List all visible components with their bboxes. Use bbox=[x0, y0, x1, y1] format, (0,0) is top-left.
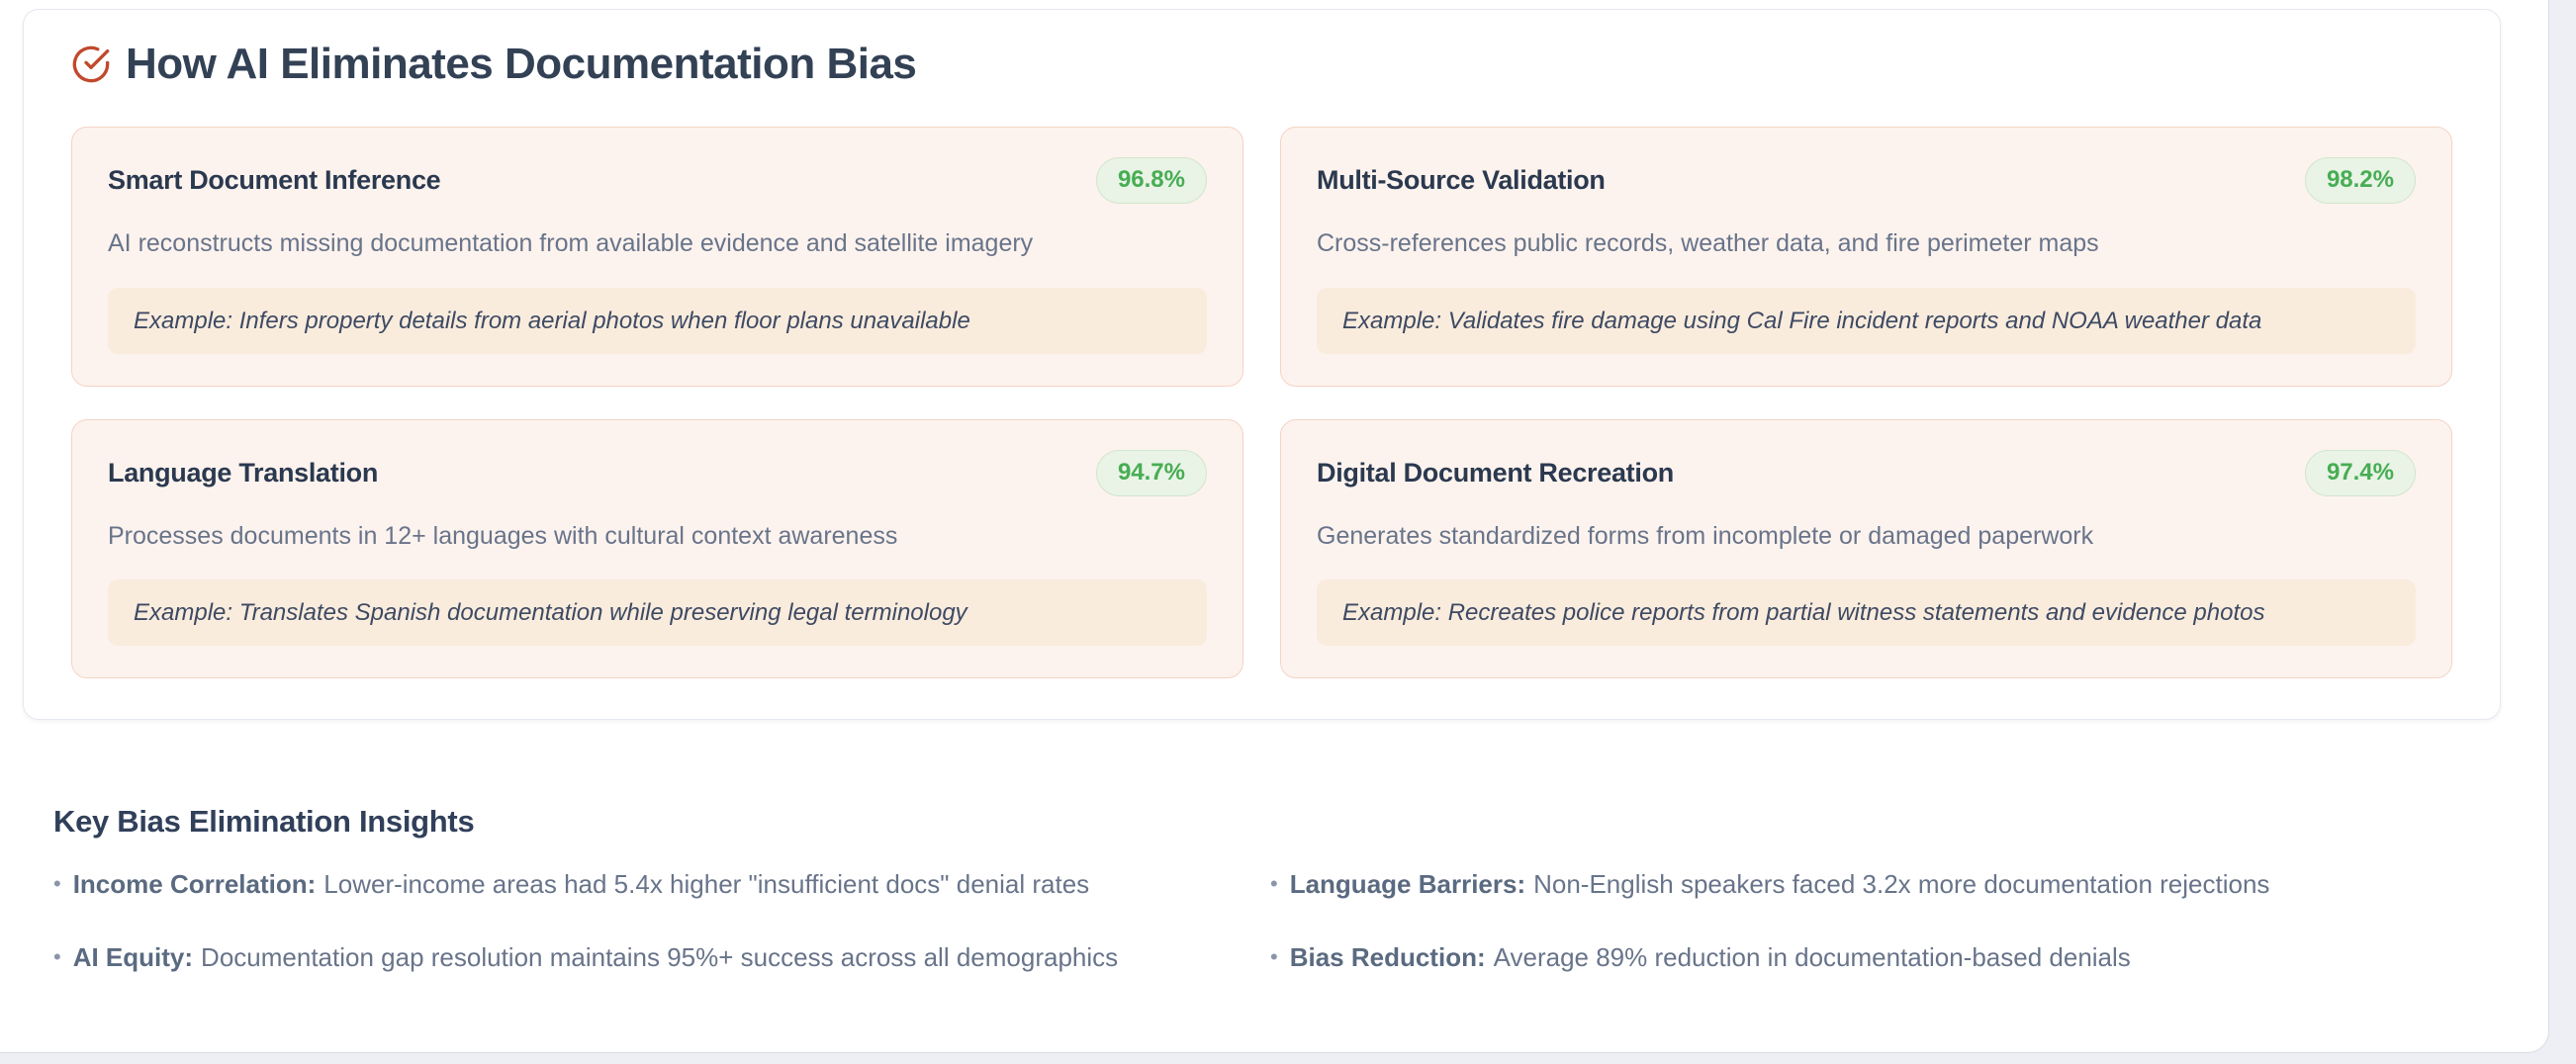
insight-label: Income Correlation: bbox=[72, 869, 317, 899]
feature-card-header: Digital Document Recreation 97.4% bbox=[1317, 449, 2416, 496]
insight-label: Language Barriers: bbox=[1289, 869, 1526, 899]
insight-label: Bias Reduction: bbox=[1289, 941, 1486, 972]
feature-description: AI reconstructs missing documentation fr… bbox=[108, 228, 1034, 257]
feature-example: Example: Translates Spanish documentatio… bbox=[108, 579, 1207, 647]
bullet-icon: • bbox=[1270, 943, 1278, 969]
key-insights-section: Key Bias Elimination Insights • Income Co… bbox=[53, 804, 2487, 975]
feature-description: Processes documents in 12+ languages wit… bbox=[108, 521, 898, 550]
feature-description: Cross-references public records, weather… bbox=[1317, 228, 2099, 257]
bullet-icon: • bbox=[53, 943, 61, 969]
bullet-icon: • bbox=[1270, 871, 1278, 896]
feature-grid: Smart Document Inference 96.8% AI recons… bbox=[71, 127, 2452, 679]
feature-title: Multi-Source Validation bbox=[1317, 164, 1606, 195]
insight-text: Documentation gap resolution maintains 9… bbox=[201, 941, 1119, 972]
content-panel: How AI Eliminates Documentation Bias Sma… bbox=[0, 0, 2549, 1053]
insight-text: Non-English speakers faced 3.2x more doc… bbox=[1533, 869, 2270, 899]
feature-example: Example: Infers property details from ae… bbox=[108, 287, 1207, 354]
feature-card-multi-source-validation: Multi-Source Validation 98.2% Cross-refe… bbox=[1280, 127, 2452, 387]
accuracy-badge: 94.7% bbox=[1095, 449, 1207, 496]
feature-card-smart-document-inference: Smart Document Inference 96.8% AI recons… bbox=[71, 127, 1243, 387]
feature-title: Smart Document Inference bbox=[108, 164, 441, 195]
ai-documentation-bias-card: How AI Eliminates Documentation Bias Sma… bbox=[23, 9, 2501, 720]
insight-text: Lower-income areas had 5.4x higher "insu… bbox=[323, 869, 1090, 899]
accuracy-badge: 97.4% bbox=[2304, 449, 2416, 496]
insight-ai-equity: • AI Equity: Documentation gap resolution … bbox=[53, 941, 1270, 975]
feature-card-digital-document-recreation: Digital Document Recreation 97.4% Genera… bbox=[1280, 418, 2452, 679]
feature-description: Generates standardized forms from incomp… bbox=[1317, 521, 2094, 550]
accuracy-badge: 96.8% bbox=[1095, 157, 1207, 204]
insight-language-barriers: • Language Barriers: Non-English speakers … bbox=[1270, 868, 2487, 902]
insight-bias-reduction: • Bias Reduction: Average 89% reduction in… bbox=[1270, 941, 2487, 975]
card-header: How AI Eliminates Documentation Bias bbox=[71, 40, 2452, 89]
feature-example: Example: Validates fire damage using Cal… bbox=[1317, 287, 2416, 354]
insights-heading: Key Bias Elimination Insights bbox=[53, 804, 475, 839]
feature-card-header: Multi-Source Validation 98.2% bbox=[1317, 157, 2416, 204]
feature-card-language-translation: Language Translation 94.7% Processes doc… bbox=[71, 418, 1243, 679]
feature-title: Language Translation bbox=[108, 457, 379, 488]
feature-card-header: Smart Document Inference 96.8% bbox=[108, 157, 1207, 204]
feature-title: Digital Document Recreation bbox=[1317, 457, 1674, 488]
insight-label: AI Equity: bbox=[72, 941, 194, 972]
insights-grid: • Income Correlation: Lower-income areas h… bbox=[53, 868, 2487, 975]
page-title: How AI Eliminates Documentation Bias bbox=[126, 40, 917, 88]
bullet-icon: • bbox=[53, 871, 61, 896]
feature-example: Example: Recreates police reports from p… bbox=[1317, 579, 2416, 647]
feature-card-header: Language Translation 94.7% bbox=[108, 449, 1207, 496]
insight-income-correlation: • Income Correlation: Lower-income areas h… bbox=[53, 868, 1270, 902]
insight-text: Average 89% reduction in documentation-b… bbox=[1493, 941, 2131, 972]
check-circle-icon bbox=[72, 45, 110, 83]
accuracy-badge: 98.2% bbox=[2304, 157, 2416, 204]
